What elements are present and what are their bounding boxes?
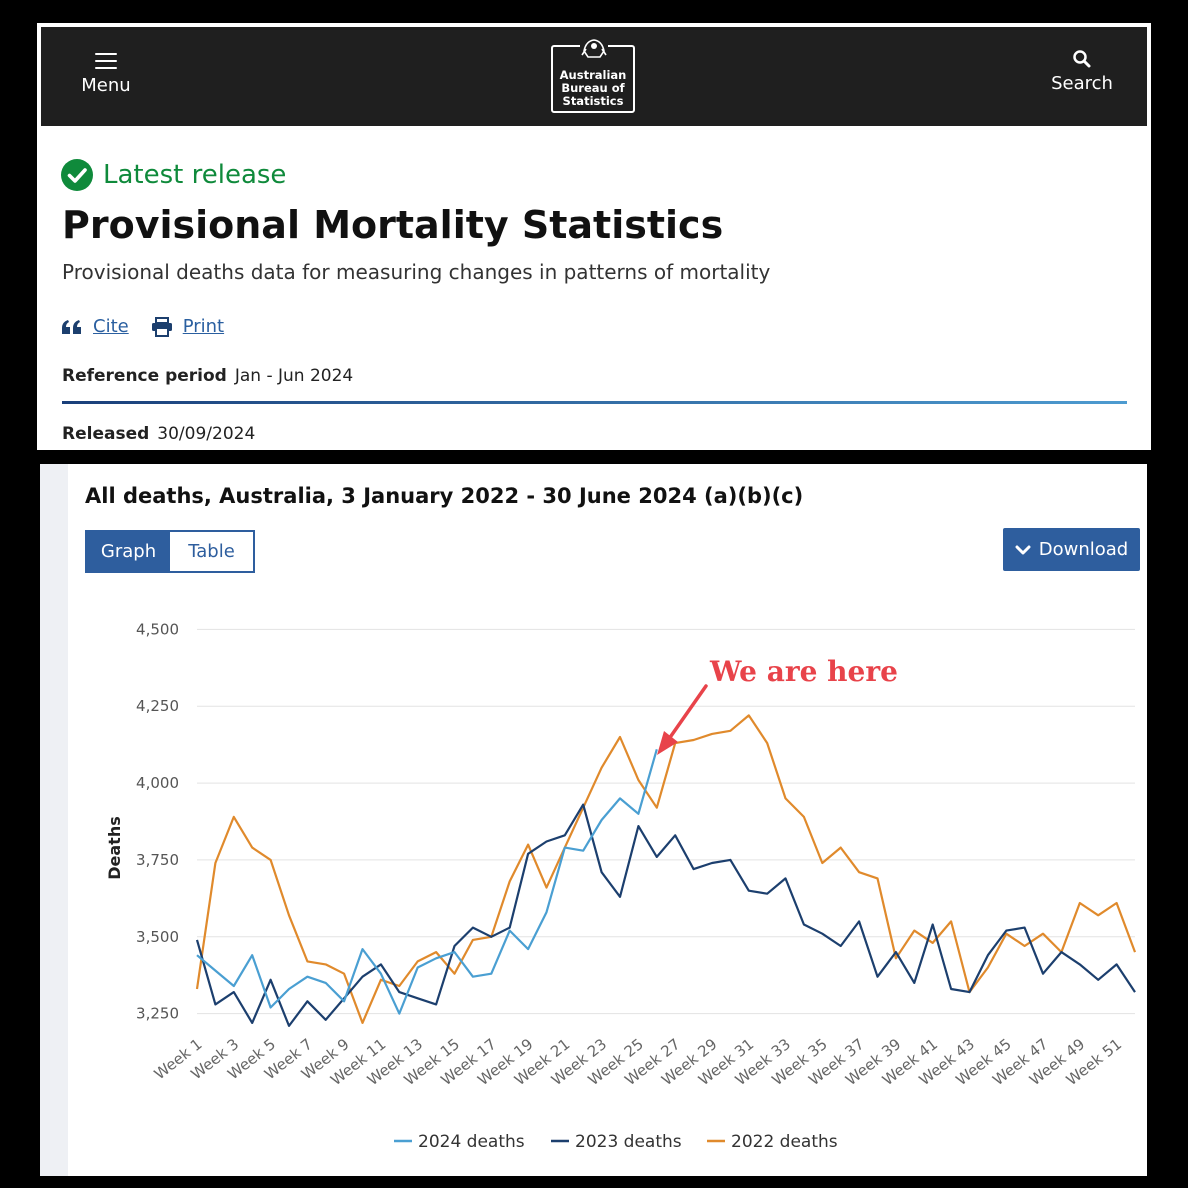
y-tick-label: 4,250 (136, 697, 179, 715)
page-subtitle: Provisional deaths data for measuring ch… (62, 260, 771, 284)
y-tick-label: 4,500 (136, 620, 179, 638)
download-label: Download (1038, 539, 1129, 560)
series-line-2022 (195, 714, 1137, 1025)
panel-left-bar (40, 464, 68, 1176)
view-toggle: Graph Table (85, 530, 255, 573)
search-label: Search (1051, 73, 1113, 94)
y-tick-label: 3,500 (136, 928, 179, 946)
tab-table[interactable]: Table (170, 532, 253, 571)
search-icon (1073, 50, 1091, 68)
check-circle-icon (61, 159, 93, 191)
legend-label: 2024 deaths (418, 1132, 525, 1152)
annotation-arrowhead-icon (657, 731, 678, 755)
print-label[interactable]: Print (182, 316, 225, 337)
y-tick-label: 3,250 (136, 1005, 179, 1023)
hamburger-icon (95, 53, 117, 69)
released-date: Released 30/09/2024 (62, 424, 255, 444)
chart-title: All deaths, Australia, 3 January 2022 - … (85, 484, 804, 508)
cite-label[interactable]: Cite (93, 316, 129, 337)
quote-icon (62, 319, 81, 334)
y-axis-label: Deaths (105, 816, 124, 880)
download-button[interactable]: Download (1003, 528, 1140, 571)
page-title: Provisional Mortality Statistics (62, 203, 724, 247)
annotation-arrow-icon (662, 684, 708, 748)
legend-label: 2022 deaths (731, 1132, 838, 1152)
y-axis-ticks: 3,250 3,500 3,750 4,000 4,250 4,500 (136, 620, 179, 1022)
release-header-panel: Menu Australian Bureau of Statistics Sea… (37, 23, 1151, 450)
release-actions: Cite Print (61, 316, 246, 337)
reference-period-value: Jan - Jun 2024 (234, 366, 354, 386)
logo-line-2: Bureau of (561, 81, 625, 95)
y-tick-label: 4,000 (136, 774, 179, 792)
y-tick-label: 3,750 (136, 851, 179, 869)
section-divider (62, 401, 1127, 404)
print-link[interactable]: Print (151, 316, 224, 337)
annotation: We are here (657, 655, 898, 755)
abs-logo[interactable]: Australian Bureau of Statistics (551, 37, 635, 113)
logo-line-3: Statistics (562, 94, 624, 108)
released-label: Released (62, 424, 150, 444)
latest-release-label: Latest release (103, 160, 287, 190)
search-button[interactable]: Search (1047, 49, 1117, 94)
menu-label: Menu (81, 75, 131, 96)
legend-label: 2023 deaths (575, 1132, 682, 1152)
reference-period: Reference period Jan - Jun 2024 (62, 366, 353, 386)
coat-of-arms-icon (580, 37, 608, 61)
tab-graph[interactable]: Graph (87, 532, 170, 571)
cite-link[interactable]: Cite (61, 316, 129, 337)
menu-button[interactable]: Menu (71, 53, 141, 96)
chart-series-lines (195, 714, 1137, 1028)
logo-line-1: Australian (559, 68, 627, 82)
latest-release-badge: Latest release (61, 159, 286, 191)
chevron-down-icon (1015, 545, 1031, 554)
series-line-2023 (195, 803, 1136, 1028)
chart-gridlines (197, 628, 1135, 1015)
series-line-2024 (196, 748, 658, 1015)
reference-period-label: Reference period (62, 366, 227, 386)
top-navbar: Menu Australian Bureau of Statistics Sea… (41, 27, 1147, 126)
deaths-line-chart: 3,250 3,500 3,750 4,000 4,250 4,500 Week 1Wee… (105, 620, 1137, 1152)
annotation-label: We are here (709, 655, 898, 688)
released-value: 30/09/2024 (157, 424, 256, 444)
printer-icon (151, 316, 172, 337)
chart-legend: 2024 deaths 2023 deaths 2022 deaths (394, 1132, 838, 1152)
chart-panel: All deaths, Australia, 3 January 2022 - … (40, 464, 1147, 1176)
